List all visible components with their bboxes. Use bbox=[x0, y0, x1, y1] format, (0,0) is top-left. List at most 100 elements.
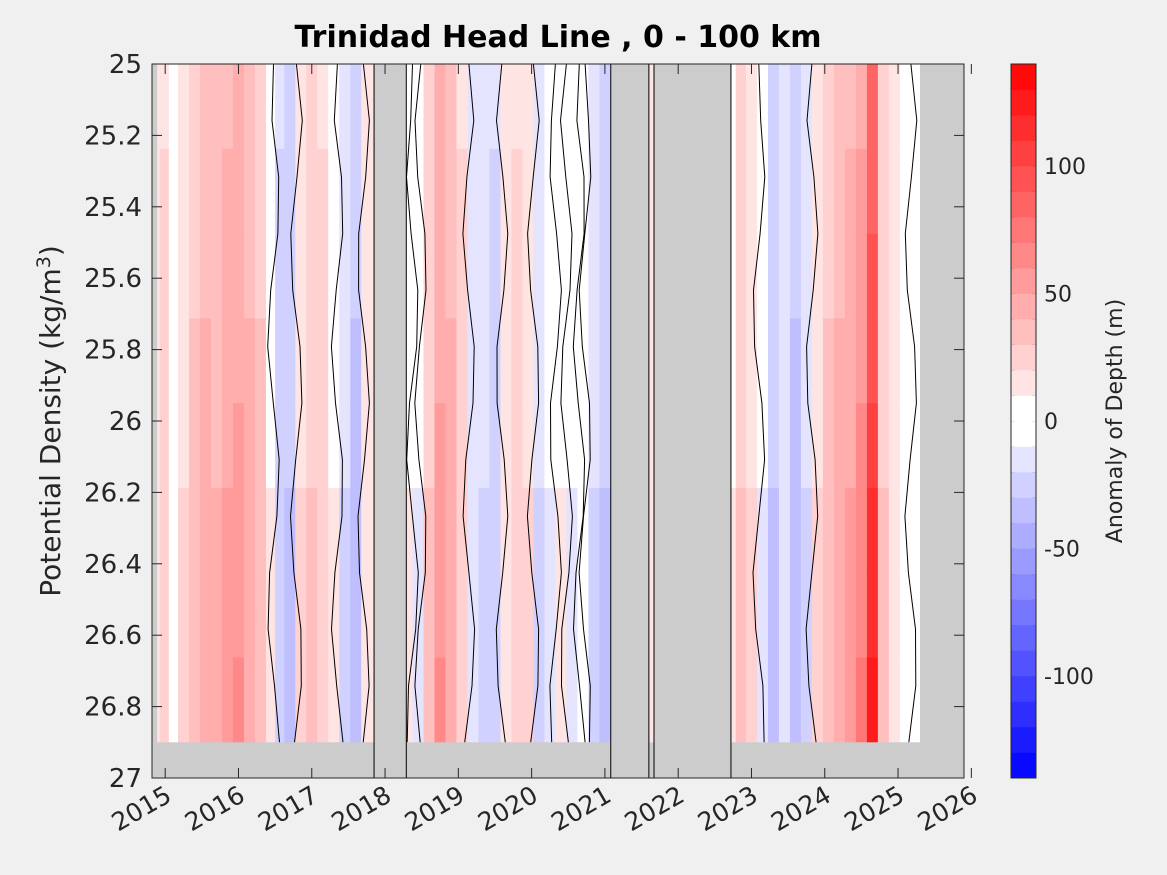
heat-cell bbox=[434, 657, 446, 743]
heat-cell bbox=[328, 318, 340, 404]
heat-cell bbox=[210, 233, 223, 319]
heat-cell bbox=[855, 572, 868, 659]
heat-cell bbox=[767, 657, 780, 743]
heat-cell bbox=[423, 318, 436, 404]
y-axis: 25 25.2 25.4 25.6 25.8 26 26.2 26.4 26.6 26.8 27 bbox=[84, 50, 964, 794]
y-tick-label: 26.8 bbox=[84, 693, 142, 723]
heat-cell bbox=[833, 657, 846, 743]
heat-cell bbox=[811, 233, 824, 319]
heat-cell bbox=[478, 318, 490, 404]
heat-cell bbox=[168, 657, 179, 743]
heat-cell bbox=[265, 487, 276, 574]
heat-cell bbox=[159, 657, 170, 743]
heat-cell bbox=[434, 487, 446, 574]
heat-cell bbox=[200, 318, 212, 404]
heat-cell bbox=[735, 148, 747, 235]
heat-cell bbox=[275, 403, 285, 489]
zero-contour bbox=[289, 63, 303, 743]
heat-cell bbox=[500, 657, 512, 743]
heat-cell bbox=[778, 64, 791, 150]
heat-cell bbox=[910, 318, 921, 404]
heat-cell bbox=[445, 148, 457, 235]
heat-cell bbox=[888, 487, 901, 574]
heat-cell bbox=[822, 233, 835, 319]
heat-cell bbox=[445, 403, 457, 489]
heat-cell bbox=[544, 572, 556, 659]
heat-cell bbox=[767, 403, 780, 489]
heat-cell bbox=[500, 64, 512, 150]
heat-cell bbox=[910, 148, 921, 235]
heat-cell bbox=[577, 64, 589, 150]
heat-cell bbox=[899, 64, 912, 150]
heat-cell bbox=[522, 318, 534, 404]
heat-cell bbox=[522, 572, 534, 659]
heat-cell bbox=[566, 572, 578, 659]
colorbar-frame bbox=[1010, 63, 1037, 779]
heat-cell bbox=[317, 318, 329, 404]
zero-contour bbox=[267, 63, 280, 743]
heat-cell bbox=[243, 233, 256, 319]
heat-cell bbox=[265, 318, 276, 404]
colorbar-swatch bbox=[1011, 701, 1036, 728]
heat-cell bbox=[168, 572, 179, 659]
heat-cell bbox=[511, 403, 523, 489]
heat-cell bbox=[445, 318, 457, 404]
heat-cell bbox=[295, 233, 307, 319]
heat-cell bbox=[735, 657, 747, 743]
heat-cell bbox=[888, 403, 901, 489]
colorbar-swatch bbox=[1011, 344, 1036, 371]
heat-cell bbox=[412, 487, 425, 574]
heat-cell bbox=[899, 233, 912, 319]
heat-cell bbox=[445, 487, 457, 574]
heat-cell bbox=[756, 572, 769, 659]
heat-cell bbox=[306, 233, 318, 319]
heat-cell bbox=[877, 148, 890, 235]
heat-cell bbox=[522, 657, 534, 743]
heat-cell bbox=[588, 148, 600, 235]
heat-cell bbox=[423, 487, 436, 574]
heat-cell bbox=[745, 403, 758, 489]
heat-cell bbox=[800, 148, 813, 235]
colorbar-swatch bbox=[1011, 625, 1036, 651]
heat-cell bbox=[888, 657, 901, 743]
heat-cell bbox=[833, 233, 846, 319]
heat-cell bbox=[511, 572, 523, 659]
heat-cell bbox=[899, 572, 912, 659]
heat-cell bbox=[522, 403, 534, 489]
heat-cell bbox=[456, 572, 468, 659]
heat-cell bbox=[489, 403, 501, 489]
colorbar-tick-label: -50 bbox=[1044, 538, 1080, 563]
y-tick-label: 26.2 bbox=[84, 478, 142, 508]
heat-cell bbox=[295, 318, 307, 404]
heat-cell bbox=[522, 148, 534, 235]
heat-cell bbox=[306, 403, 318, 489]
heat-cell bbox=[811, 318, 824, 404]
heat-cell bbox=[412, 572, 425, 659]
heat-cell bbox=[745, 233, 758, 319]
heat-cell bbox=[434, 64, 446, 150]
y-tick-label: 26.6 bbox=[84, 621, 142, 651]
heat-cell bbox=[478, 64, 490, 150]
heat-cell bbox=[200, 487, 212, 574]
colorbar-swatch bbox=[1011, 64, 1036, 90]
heat-cell bbox=[159, 318, 170, 404]
heat-cell bbox=[467, 64, 479, 150]
heat-cell bbox=[811, 487, 824, 574]
heat-cell bbox=[295, 572, 307, 659]
heat-cell bbox=[577, 572, 589, 659]
heat-cell bbox=[877, 403, 890, 489]
heat-cell bbox=[899, 657, 912, 743]
zero-contour bbox=[578, 63, 592, 743]
colorbar-swatch bbox=[1011, 370, 1036, 396]
heat-cell bbox=[478, 148, 490, 235]
heat-cell bbox=[200, 148, 212, 235]
heat-cell bbox=[200, 64, 212, 150]
heat-cell bbox=[232, 64, 245, 150]
heat-cell bbox=[500, 403, 512, 489]
heat-cell bbox=[243, 657, 256, 743]
y-axis-label: Potential Density (kg/m3) bbox=[33, 245, 67, 597]
heat-cell bbox=[555, 233, 567, 319]
zero-contour bbox=[357, 63, 370, 743]
heat-cell bbox=[544, 403, 556, 489]
heat-cell bbox=[767, 318, 780, 404]
